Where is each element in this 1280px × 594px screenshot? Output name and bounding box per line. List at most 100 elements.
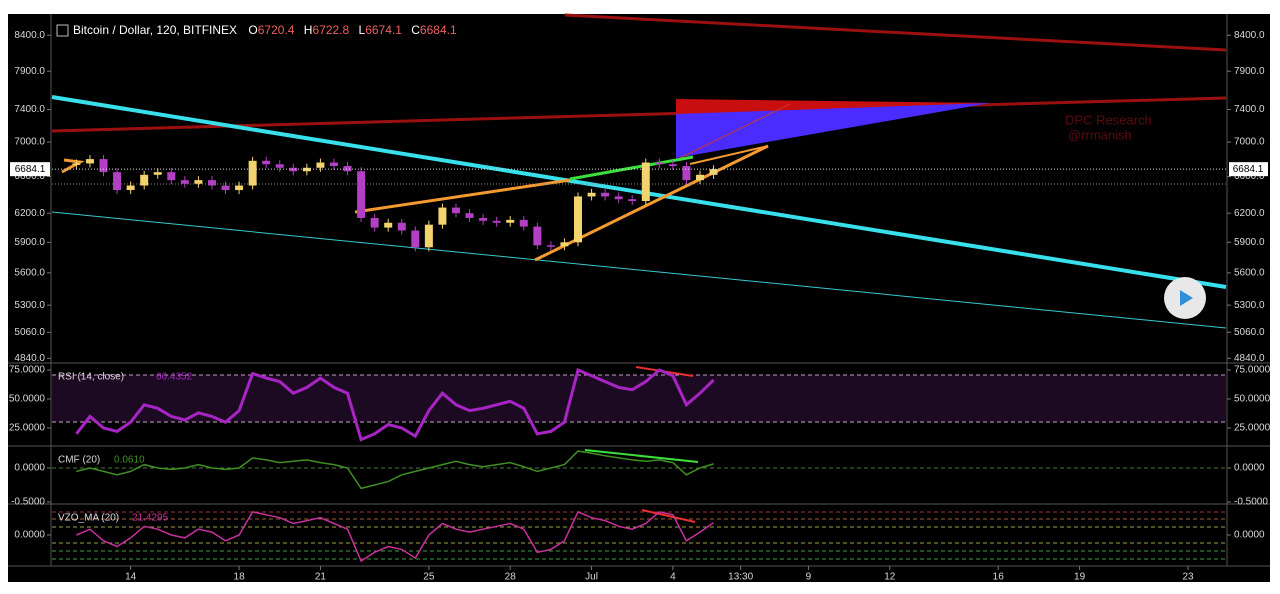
rsi-band: [52, 375, 1226, 422]
x-tick-label: 28: [505, 572, 517, 583]
y-tick-label: 50.0000: [1234, 394, 1271, 405]
y-tick-label: 75.0000: [9, 365, 46, 376]
candle: [696, 174, 705, 181]
x-tick-label: Jul: [585, 572, 598, 583]
y-tick-label: 0.0000: [14, 530, 45, 541]
candle: [329, 162, 338, 167]
y-tick-label: 8400.0: [1234, 30, 1265, 41]
x-tick-label: 13:30: [728, 572, 753, 583]
y-tick-label: -0.5000: [11, 497, 45, 508]
candle: [248, 160, 257, 186]
ohlc-value: 6684.1: [420, 23, 457, 37]
candle: [167, 172, 176, 181]
y-tick-label: 8400.0: [14, 30, 45, 41]
candle: [424, 224, 433, 248]
candle: [628, 199, 637, 202]
candle: [560, 242, 569, 247]
last-price-label: 6684.1: [15, 164, 46, 175]
candle: [207, 180, 216, 186]
candle: [519, 219, 528, 227]
y-tick-label: 5900.0: [14, 237, 45, 248]
x-tick-label: 16: [993, 572, 1005, 583]
candle: [221, 185, 230, 191]
candle: [451, 207, 460, 214]
drawings: [51, 13, 1227, 523]
candle: [506, 219, 515, 223]
candle: [397, 222, 406, 231]
collapse-button[interactable]: [56, 24, 69, 37]
y-tick-label: 7000.0: [1234, 137, 1265, 148]
y-tick-label: 7900.0: [14, 66, 45, 77]
indicator-line: [76, 450, 714, 490]
candle: [126, 185, 135, 191]
candle: [682, 166, 691, 181]
y-tick-label: 6200.0: [1234, 208, 1265, 219]
y-tick-label: 0.0000: [14, 463, 45, 474]
candle: [601, 192, 610, 197]
indicator-title: VZO_MA (20): [58, 513, 119, 524]
candle: [275, 164, 284, 168]
chart-background: [8, 14, 1270, 582]
candle: [573, 196, 582, 243]
indicator-value: 21.4295: [132, 513, 169, 524]
y-tick-label: 6600.0: [14, 171, 45, 182]
candle: [194, 180, 203, 184]
x-tick-label: 19: [1074, 572, 1086, 583]
candle: [709, 169, 718, 175]
y-tick-label: 5300.0: [1234, 300, 1265, 311]
x-tick-label: 21: [315, 572, 327, 583]
x-tick-label: 18: [234, 572, 246, 583]
candle: [465, 213, 474, 218]
indicator-value: 0.0610: [114, 455, 145, 466]
chart-title: Bitcoin / Dollar, 120, BITFINEX O6720.4 …: [73, 23, 457, 37]
candle: [479, 217, 488, 221]
candle: [357, 171, 366, 218]
play-button[interactable]: [1164, 277, 1206, 319]
ohlc-label: L: [359, 23, 366, 37]
annotation: DPC Research: [1065, 112, 1152, 127]
last-price-box: [10, 162, 50, 177]
y-tick-label: 6600.0: [1234, 171, 1265, 182]
y-tick-label: 25.0000: [1234, 423, 1271, 434]
y-tick-label: 7000.0: [14, 137, 45, 148]
indicator-title: RSI (14, close): [58, 372, 124, 383]
candle: [438, 207, 447, 225]
candle: [587, 192, 596, 197]
y-tick-label: 7400.0: [14, 104, 45, 115]
x-tick-label: 23: [1182, 572, 1194, 583]
indicator-title: CMF (20): [58, 455, 100, 466]
candle: [343, 166, 352, 172]
y-tick-label: 5600.0: [14, 268, 45, 279]
candle: [655, 162, 664, 165]
ohlc-label: O: [248, 23, 257, 37]
x-tick-label: 4: [670, 572, 676, 583]
y-tick-label: 75.0000: [1234, 365, 1271, 376]
y-tick-label: 7900.0: [1234, 66, 1265, 77]
ohlc-value: 6722.8: [312, 23, 349, 37]
x-tick-label: 12: [884, 572, 896, 583]
pane-borders: [8, 14, 1270, 567]
candle: [533, 226, 542, 246]
candle: [370, 217, 379, 228]
candle: [180, 180, 189, 184]
indicator-value: 66.4352: [156, 372, 193, 383]
candle: [316, 162, 325, 168]
candle: [411, 230, 420, 248]
indicator-line: [76, 510, 715, 563]
candle: [614, 196, 623, 200]
y-tick-label: 50.0000: [9, 394, 46, 405]
y-tick-label: 7400.0: [1234, 104, 1265, 115]
y-tick-label: 25.0000: [9, 423, 46, 434]
ohlc-label: H: [304, 23, 313, 37]
candle: [235, 185, 244, 191]
candle: [113, 172, 122, 191]
indicator-line: [75, 367, 715, 442]
y-tick-label: 6200.0: [14, 208, 45, 219]
y-tick-label: 0.0000: [1234, 530, 1265, 541]
y-tick-label: 0.0000: [1234, 463, 1265, 474]
candle: [384, 222, 393, 228]
x-tick-label: 25: [423, 572, 435, 583]
y-tick-label: 4840.0: [14, 353, 45, 364]
